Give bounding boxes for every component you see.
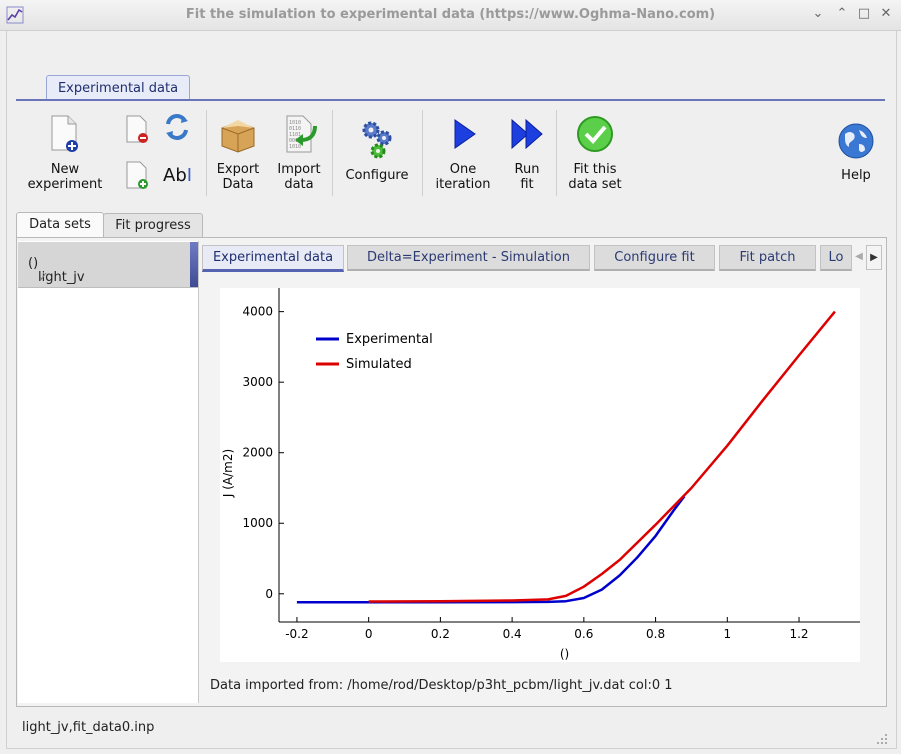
clone-file-icon[interactable] (124, 160, 152, 192)
jv-chart[interactable]: -0.2 0 0.2 0.4 0.6 0.8 1 1.2 0 1000 2000 3000 4000 ()… (202, 272, 880, 664)
svg-text:1010: 1010 (289, 144, 301, 150)
list-item-light-jv[interactable]: light_jv (✓) (18, 242, 198, 288)
new-experiment-label: New experiment (27, 162, 103, 192)
toolbar-separator (422, 110, 423, 196)
resize-grip-icon[interactable] (877, 734, 887, 744)
run-fit-button[interactable]: Run fit (503, 114, 551, 192)
restore-icon[interactable]: □ (857, 6, 871, 21)
text-cursor-icon: I (186, 165, 193, 186)
box-icon (221, 120, 255, 153)
rename-label: Ab (163, 165, 187, 186)
x-tick-label: 0.8 (646, 627, 665, 641)
delete-file-icon[interactable] (124, 114, 152, 146)
maximize-icon[interactable]: ⌃ (836, 6, 848, 21)
svg-text:0110: 0110 (289, 126, 301, 132)
checkmark-icon (577, 116, 613, 152)
x-tick-label: 0.6 (574, 627, 593, 641)
minimize-icon[interactable]: ⌄ (812, 6, 824, 21)
svg-text:1010: 1010 (289, 120, 301, 126)
window-title: Fit the simulation to experimental data … (185, 7, 716, 22)
refresh-icon[interactable] (162, 112, 192, 142)
x-tick-label: 0.4 (503, 627, 522, 641)
data-set-label: light_jv (✓) (28, 256, 85, 285)
data-set-list: light_jv (✓) (18, 241, 199, 703)
inner-tab-bar: Experimental data Delta=Experiment - Sim… (200, 243, 883, 272)
new-experiment-button[interactable]: New experiment (24, 114, 106, 192)
y-tick-label: 3000 (242, 375, 273, 389)
help-label: Help (841, 168, 871, 183)
gears-icon (362, 121, 392, 159)
fast-forward-icon (511, 118, 543, 150)
toolbar-separator (206, 110, 207, 196)
new-file-icon (51, 115, 78, 152)
tab-scroll-left-icon[interactable]: ◀ (855, 251, 863, 262)
x-tick-label: -0.2 (285, 627, 308, 641)
x-tick-label: 1 (723, 627, 731, 641)
svg-text:1101: 1101 (289, 132, 301, 138)
y-tick-label: 0 (265, 587, 273, 601)
tab-experimental-data[interactable]: Experimental data (202, 245, 344, 272)
one-iteration-label: One iteration (435, 162, 491, 192)
tab-fit-progress[interactable]: Fit progress (103, 213, 203, 239)
one-iteration-button[interactable]: One iteration (428, 114, 498, 192)
legend-label-experimental: Experimental (346, 332, 433, 347)
title-bar: Fit the simulation to experimental data … (0, 0, 901, 31)
x-tick-label: 0.2 (431, 627, 450, 641)
configure-button[interactable]: Configure (338, 118, 416, 183)
fit-this-data-set-button[interactable]: Fit this data set (562, 114, 628, 192)
globe-icon (838, 123, 874, 159)
svg-text:0011: 0011 (289, 138, 301, 144)
x-axis-label: () (560, 647, 569, 661)
chart-background (220, 288, 860, 662)
rename-button[interactable]: AbI (163, 165, 192, 186)
toolbar-separator (332, 110, 333, 196)
series-line-simulated (368, 310, 836, 603)
export-data-button[interactable]: Export Data (211, 114, 265, 192)
tab-log-truncated[interactable]: Lo (820, 245, 852, 271)
legend-label-simulated: Simulated (346, 357, 412, 372)
check-icon: ✓ (38, 270, 49, 285)
tab-data-sets[interactable]: Data sets (16, 212, 104, 238)
status-bar-text: light_jv,fit_data0.inp (22, 720, 155, 735)
tab-scroll-right-icon[interactable]: ▶ (866, 245, 882, 270)
plot-area: -0.2 0 0.2 0.4 0.6 0.8 1 1.2 0 1000 2000 3000 4000 ()… (202, 272, 880, 702)
tab-fit-patch[interactable]: Fit patch (719, 245, 816, 271)
ribbon-tab-experimental-data[interactable]: Experimental data (46, 75, 190, 101)
help-button[interactable]: Help (832, 122, 880, 183)
run-fit-label: Run fit (514, 162, 540, 192)
y-tick-label: 4000 (242, 305, 273, 319)
configure-label: Configure (345, 168, 409, 183)
close-icon[interactable]: ✕ (880, 6, 892, 21)
play-icon (454, 119, 476, 149)
plot-footer: Data imported from: /home/rod/Desktop/p3… (210, 678, 673, 693)
y-axis-label: J (A/m2) (221, 449, 235, 498)
x-tick-label: 1.2 (789, 627, 808, 641)
app-icon (6, 6, 24, 24)
tab-delta[interactable]: Delta=Experiment - Simulation (347, 245, 590, 271)
x-tick-label: 0 (365, 627, 373, 641)
ribbon-divider (16, 99, 885, 101)
y-tick-label: 1000 (242, 516, 273, 530)
import-data-button[interactable]: 1010 0110 1101 0011 1010 Import data (272, 114, 326, 192)
import-data-label: Import data (277, 162, 321, 192)
export-data-label: Export Data (216, 162, 260, 192)
y-tick-label: 2000 (242, 446, 273, 460)
tab-configure-fit[interactable]: Configure fit (594, 245, 715, 271)
fit-this-data-set-label: Fit this data set (568, 162, 622, 192)
selection-bar (190, 242, 198, 287)
toolbar-separator (556, 110, 557, 196)
